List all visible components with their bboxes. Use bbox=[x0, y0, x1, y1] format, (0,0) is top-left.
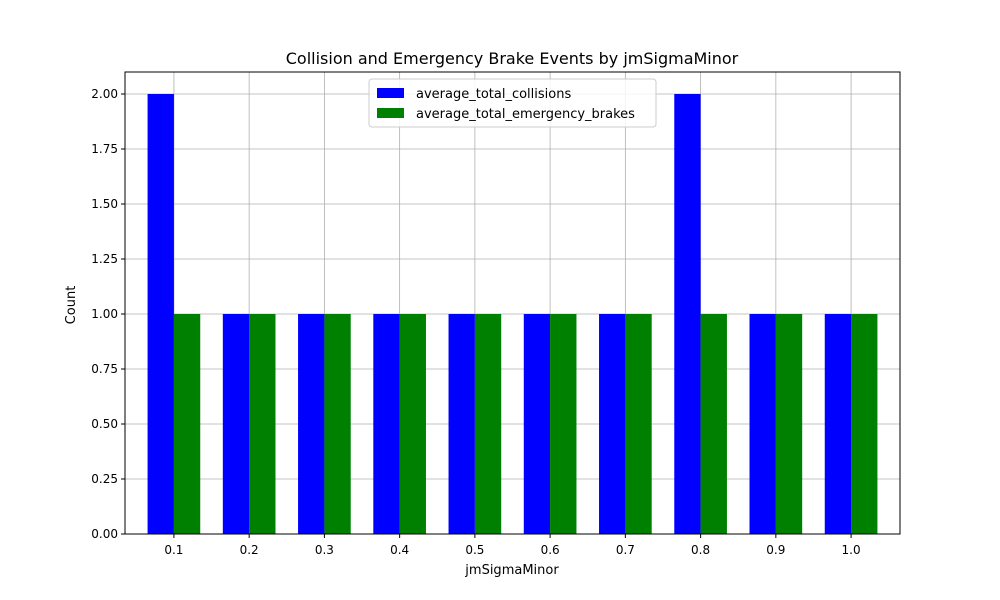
x-tick-label: 0.2 bbox=[240, 543, 259, 557]
legend-label: average_total_emergency_brakes bbox=[416, 107, 635, 122]
bar-average-total-emergency-brakes-1.0 bbox=[851, 314, 878, 534]
chart-title: Collision and Emergency Brake Events by … bbox=[286, 49, 739, 68]
bar-average-total-emergency-brakes-0.5 bbox=[474, 314, 502, 534]
legend-swatch bbox=[377, 108, 404, 118]
y-tick-label: 0.25 bbox=[91, 472, 118, 486]
x-tick-label: 0.4 bbox=[390, 543, 409, 557]
bar-average-total-emergency-brakes-0.9 bbox=[775, 314, 803, 534]
legend: average_total_collisions average_total_em… bbox=[368, 78, 657, 128]
bar-average-total-collisions-0.5 bbox=[448, 314, 475, 534]
x-tick-label: 0.9 bbox=[766, 543, 785, 557]
legend-label: average_total_collisions bbox=[416, 87, 571, 102]
y-tick-label: 0.00 bbox=[91, 527, 118, 541]
bar-average-total-collisions-0.1 bbox=[147, 94, 174, 534]
x-tick-label: 1.0 bbox=[842, 543, 861, 557]
x-tick-label: 0.1 bbox=[164, 543, 183, 557]
x-tick-label: 0.5 bbox=[465, 543, 484, 557]
x-tick-label: 0.8 bbox=[691, 543, 710, 557]
y-tick-label: 2.00 bbox=[91, 87, 118, 101]
bar-average-total-collisions-0.7 bbox=[599, 314, 626, 534]
bar-average-total-emergency-brakes-0.2 bbox=[249, 314, 276, 534]
y-tick-label: 1.50 bbox=[91, 197, 118, 211]
bar-average-total-emergency-brakes-0.1 bbox=[173, 314, 201, 534]
y-axis-label: Count bbox=[64, 286, 79, 325]
x-axis-ticks: 0.1 0.2 0.3 0.4 0.5 0.6 0.7 0.8 0.9 1.0 bbox=[164, 534, 861, 557]
y-axis-ticks: 0.00 0.25 0.50 0.75 1.00 1.25 1.50 1.75 2.00 bbox=[91, 87, 125, 541]
bar-average-total-collisions-0.2 bbox=[222, 314, 250, 534]
y-tick-label: 1.25 bbox=[91, 252, 118, 266]
y-tick-label: 1.75 bbox=[91, 142, 118, 156]
x-tick-label: 0.3 bbox=[315, 543, 334, 557]
bar-average-total-emergency-brakes-0.3 bbox=[324, 314, 351, 534]
y-tick-label: 0.75 bbox=[91, 362, 118, 376]
plot-frame bbox=[124, 71, 901, 535]
x-tick-label: 0.7 bbox=[616, 543, 635, 557]
bars bbox=[147, 94, 878, 534]
bar-average-total-emergency-brakes-0.6 bbox=[550, 314, 577, 534]
y-tick-label: 0.50 bbox=[91, 417, 118, 431]
bar-average-total-collisions-0.3 bbox=[298, 314, 325, 534]
bar-average-total-emergency-brakes-0.4 bbox=[399, 314, 426, 534]
legend-box bbox=[368, 78, 657, 128]
x-axis-label: jmSigmaMinor bbox=[464, 563, 559, 578]
bar-average-total-emergency-brakes-0.7 bbox=[625, 314, 652, 534]
legend-swatch bbox=[377, 88, 404, 98]
bar-average-total-collisions-0.4 bbox=[373, 314, 400, 534]
bar-average-total-collisions-1.0 bbox=[824, 314, 852, 534]
y-tick-label: 1.00 bbox=[91, 307, 118, 321]
x-tick-label: 0.6 bbox=[541, 543, 560, 557]
bar-average-total-collisions-0.8 bbox=[674, 94, 701, 534]
bar-average-total-collisions-0.6 bbox=[523, 314, 551, 534]
bar-average-total-emergency-brakes-0.8 bbox=[700, 314, 727, 534]
bar-average-total-collisions-0.9 bbox=[749, 314, 776, 534]
